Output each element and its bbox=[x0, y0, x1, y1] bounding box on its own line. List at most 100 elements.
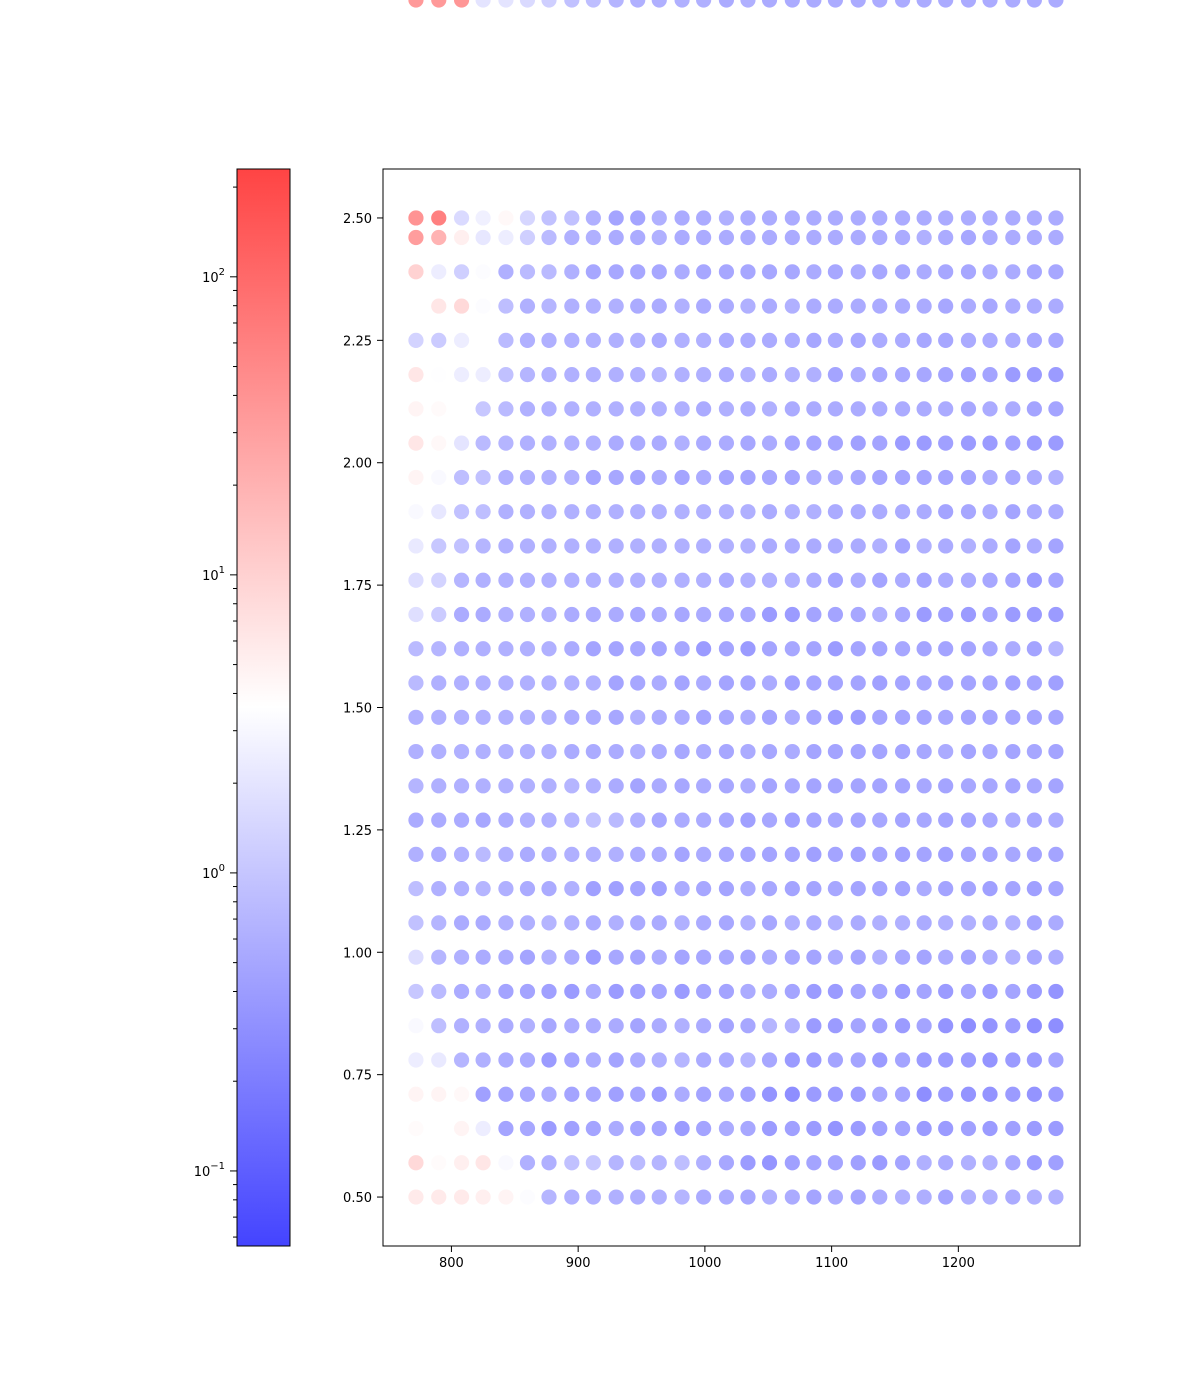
scatter-point bbox=[806, 210, 822, 226]
scatter-point bbox=[498, 675, 514, 691]
scatter-point bbox=[674, 915, 690, 931]
scatter-point bbox=[806, 778, 822, 794]
scatter-point bbox=[960, 881, 977, 897]
scatter-point bbox=[408, 606, 424, 623]
scatter-point bbox=[718, 881, 735, 897]
scatter-point bbox=[761, 298, 778, 314]
scatter-point bbox=[475, 1086, 491, 1102]
scatter-point bbox=[408, 778, 424, 794]
scatter-point bbox=[408, 1018, 424, 1034]
scatter-point bbox=[608, 743, 624, 760]
scatter-point bbox=[1048, 778, 1064, 794]
scatter-point bbox=[519, 401, 536, 417]
scatter-point bbox=[960, 469, 977, 486]
scatter-point bbox=[740, 367, 756, 383]
scatter-point bbox=[938, 709, 954, 725]
scatter-point bbox=[585, 1052, 601, 1068]
x-tick-label: 1100 bbox=[815, 1256, 848, 1271]
scatter-point bbox=[827, 1120, 844, 1137]
scatter-point bbox=[674, 1018, 690, 1034]
scatter-point bbox=[718, 572, 735, 588]
scatter-point bbox=[740, 1018, 756, 1034]
scatter-point bbox=[498, 1052, 514, 1068]
scatter-point bbox=[718, 298, 735, 314]
scatter-point bbox=[916, 1189, 932, 1205]
scatter-point bbox=[541, 298, 557, 314]
scatter-point bbox=[541, 538, 557, 554]
scatter-point bbox=[1005, 675, 1021, 691]
scatter-point bbox=[541, 675, 557, 691]
scatter-point bbox=[761, 1052, 778, 1068]
scatter-point bbox=[740, 983, 756, 1000]
scatter-point bbox=[784, 606, 800, 623]
scatter-point bbox=[453, 915, 470, 931]
scatter-point bbox=[696, 606, 712, 623]
scatter-point bbox=[651, 367, 667, 383]
scatter-point bbox=[982, 264, 998, 280]
scatter-point bbox=[541, 469, 557, 486]
scatter-point bbox=[431, 332, 447, 348]
scatter-point bbox=[431, 949, 447, 965]
scatter-point bbox=[564, 538, 580, 554]
scatter-point bbox=[806, 675, 822, 691]
scatter-point bbox=[718, 743, 735, 760]
scatter-point bbox=[696, 1052, 712, 1068]
scatter-point bbox=[564, 504, 580, 520]
scatter-point bbox=[916, 264, 932, 280]
scatter-point bbox=[872, 435, 888, 451]
scatter-point bbox=[850, 949, 866, 965]
scatter-point bbox=[1005, 641, 1021, 657]
scatter-point bbox=[541, 435, 557, 451]
scatter-point bbox=[453, 538, 470, 554]
scatter-point bbox=[960, 1018, 977, 1034]
scatter-point bbox=[960, 401, 977, 417]
scatter-point bbox=[872, 1052, 888, 1068]
scatter-point bbox=[1005, 1018, 1021, 1034]
scatter-point bbox=[453, 0, 470, 8]
scatter-point bbox=[916, 367, 932, 383]
scatter-point bbox=[894, 469, 911, 486]
scatter-point bbox=[784, 210, 800, 226]
scatter-point bbox=[938, 778, 954, 794]
scatter-point bbox=[475, 606, 491, 623]
scatter-point bbox=[453, 298, 470, 314]
scatter-point bbox=[519, 435, 536, 451]
scatter-point bbox=[982, 0, 998, 8]
scatter-point bbox=[630, 743, 646, 760]
scatter-point bbox=[431, 367, 447, 383]
scatter-point bbox=[564, 298, 580, 314]
scatter-point bbox=[982, 949, 998, 965]
scatter-point bbox=[916, 1155, 932, 1171]
scatter-point bbox=[674, 504, 690, 520]
scatter-point bbox=[740, 538, 756, 554]
scatter-point bbox=[408, 435, 424, 451]
x-tick-label: 1000 bbox=[688, 1256, 721, 1271]
scatter-point bbox=[718, 0, 735, 8]
scatter-point bbox=[431, 881, 447, 897]
y-tick-label: 1.75 bbox=[343, 579, 372, 594]
scatter-point bbox=[718, 1086, 735, 1102]
scatter-point bbox=[585, 572, 601, 588]
scatter-point bbox=[674, 298, 690, 314]
scatter-point bbox=[938, 881, 954, 897]
scatter-point bbox=[564, 401, 580, 417]
scatter-point bbox=[718, 210, 735, 226]
scatter-point bbox=[453, 675, 470, 691]
scatter-point bbox=[827, 949, 844, 965]
scatter-point bbox=[916, 435, 932, 451]
scatter-point bbox=[564, 1189, 580, 1205]
scatter-point bbox=[431, 210, 447, 226]
scatter-point bbox=[453, 332, 470, 348]
scatter-point bbox=[784, 675, 800, 691]
scatter-point bbox=[1048, 1086, 1064, 1102]
scatter-point bbox=[850, 675, 866, 691]
scatter-point bbox=[1005, 846, 1021, 862]
scatter-point bbox=[1026, 435, 1042, 451]
scatter-point bbox=[718, 469, 735, 486]
scatter-point bbox=[827, 606, 844, 623]
scatter-point bbox=[431, 743, 447, 760]
scatter-point bbox=[740, 504, 756, 520]
scatter-point bbox=[696, 709, 712, 725]
scatter-point bbox=[696, 1189, 712, 1205]
scatter-point bbox=[498, 210, 514, 226]
